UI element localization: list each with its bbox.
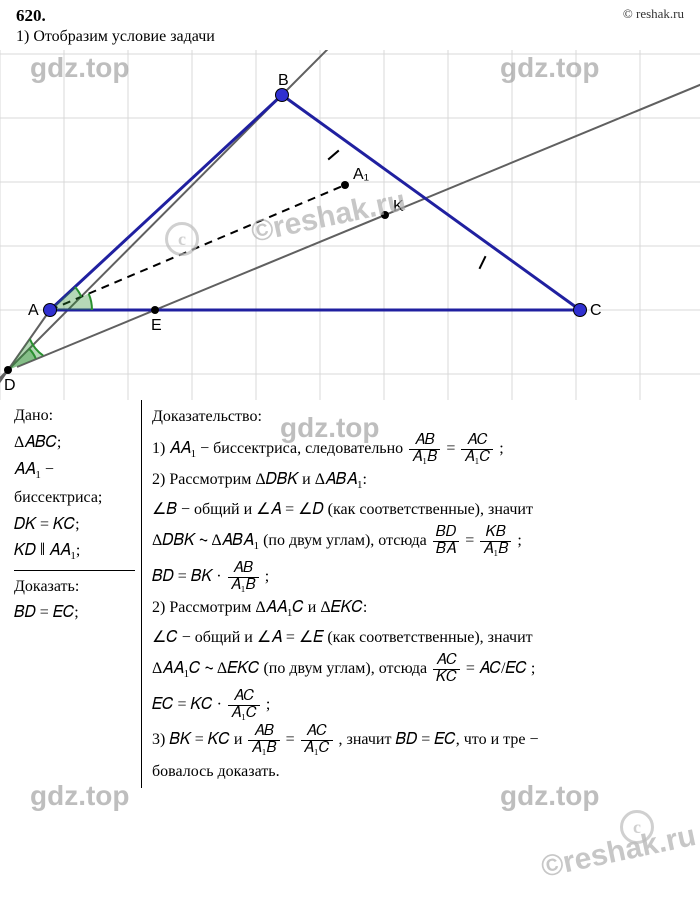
proof-title: Доказательство: [152, 405, 690, 430]
svg-text:B: B [278, 72, 289, 89]
watermark-reshak: ©reshak.ru [538, 819, 699, 885]
given-divider [14, 570, 135, 571]
proof-column: Доказательство: 1) 𝐴𝐴1 − биссектриса, сл… [142, 400, 690, 788]
proof-p4: Δ𝐷𝐵𝐾 ∼ Δ𝐴𝐵𝐴1 (по двум углам), отсюда 𝐵𝐷𝐵… [152, 525, 690, 558]
proof-p11: бовалось доказать. [152, 760, 690, 785]
proof-p1: 1) 𝐴𝐴1 − биссектриса, следовательно 𝐴𝐵𝐴₁… [152, 433, 690, 466]
proof-p6: 2) Рассмотрим Δ𝐴𝐴1𝐶 и Δ𝐸𝐾𝐶: [152, 596, 690, 622]
proof-block: Дано: Δ𝐴𝐵𝐶; 𝐴𝐴1 − биссектриса; 𝐷𝐾 = 𝐾𝐶; … [0, 400, 700, 788]
svg-text:D: D [4, 377, 16, 394]
svg-text:K: K [393, 198, 404, 215]
proof-p5: 𝐵𝐷 = 𝐵𝐾 · 𝐴𝐵𝐴₁𝐵 ; [152, 561, 690, 594]
proof-p10: 3) 𝐵𝐾 = 𝐾𝐶 и 𝐴𝐵𝐴₁𝐵 = 𝐴𝐶𝐴₁𝐶 , значит 𝐵𝐷 =… [152, 724, 690, 757]
watermark-copyright-icon: c [620, 810, 654, 844]
svg-text:C: C [590, 302, 602, 319]
given-title: Дано: [14, 404, 135, 429]
given-l3: биссектриса; [14, 486, 135, 511]
prove-title: Доказать: [14, 575, 135, 600]
given-l2: 𝐴𝐴1 − [14, 458, 135, 484]
problem-number: 620. [16, 6, 46, 26]
svg-text:A₁: A₁ [353, 166, 369, 183]
proof-p9: 𝐸𝐶 = 𝐾𝐶 · 𝐴𝐶𝐴₁𝐶 ; [152, 689, 690, 722]
proof-p8: Δ𝐴𝐴1𝐶 ∼ Δ𝐸𝐾𝐶 (по двум углам), отсюда 𝐴𝐶𝐾… [152, 653, 690, 686]
proof-p2: 2) Рассмотрим Δ𝐷𝐵𝐾 и Δ𝐴𝐵𝐴1: [152, 468, 690, 494]
svg-text:A: A [28, 302, 39, 319]
proof-p3: ∠𝐵 − общий и ∠𝐴 = ∠𝐷 (как соответственны… [152, 498, 690, 523]
svg-text:E: E [151, 317, 162, 334]
step-1-text: 1) Отобразим условие задачи [0, 28, 700, 50]
given-column: Дано: Δ𝐴𝐵𝐶; 𝐴𝐴1 − биссектриса; 𝐷𝐾 = 𝐾𝐶; … [14, 400, 142, 788]
prove-line: 𝐵𝐷 = 𝐸𝐶; [14, 601, 135, 626]
given-l5: 𝐾𝐷 ∥ 𝐴𝐴1; [14, 539, 135, 565]
site-credit: © reshak.ru [623, 6, 684, 26]
given-l4: 𝐷𝐾 = 𝐾𝐶; [14, 513, 135, 538]
geometry-diagram: A B C D E A₁ K [0, 50, 700, 400]
watermark-copyright-icon: c [165, 222, 199, 256]
proof-p7: ∠𝐶 − общий и ∠𝐴 = ∠𝐸 (как соответственны… [152, 626, 690, 651]
given-l1: Δ𝐴𝐵𝐶; [14, 431, 135, 456]
